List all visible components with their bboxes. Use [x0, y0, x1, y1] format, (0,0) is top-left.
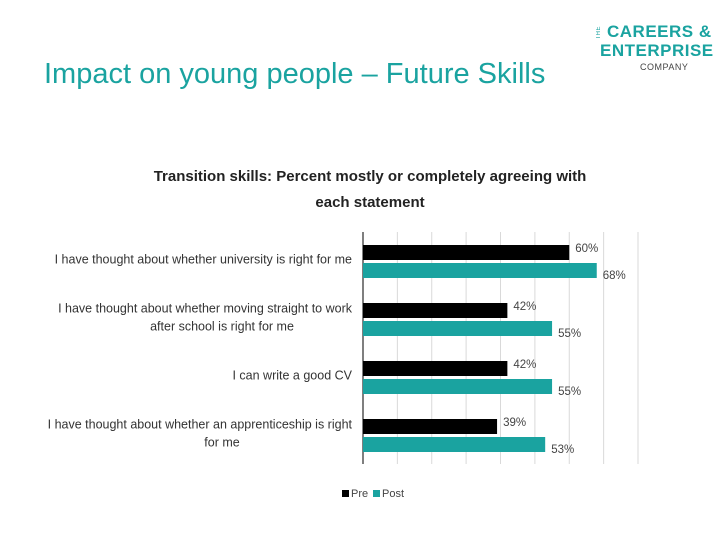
category-label: I have thought about whether university …: [55, 252, 352, 266]
category-label: after school is right for me: [150, 319, 294, 333]
bar-post: [363, 321, 553, 336]
logo-line-3: COMPANY: [640, 62, 689, 72]
data-label: 68%: [603, 270, 626, 282]
category-label: I have thought about whether moving stra…: [58, 301, 353, 315]
data-label: 55%: [558, 386, 581, 398]
bar-pre: [363, 245, 570, 260]
legend-label: Pre: [351, 488, 368, 500]
bar-post: [363, 379, 553, 394]
legend-label: Post: [382, 488, 404, 500]
chart-title: Transition skills: Percent mostly or com…: [153, 168, 587, 211]
bar-post: [363, 263, 597, 278]
data-label: 39%: [503, 417, 526, 429]
bar-pre: [363, 303, 508, 318]
legend-swatch: [373, 490, 380, 497]
category-label: I have thought about whether an apprenti…: [48, 417, 353, 431]
bar-pre: [363, 419, 498, 434]
bar-pre: [363, 361, 508, 376]
data-label: 42%: [513, 301, 536, 313]
legend-swatch: [342, 490, 349, 497]
category-label: for me: [204, 435, 239, 449]
data-label: 53%: [551, 444, 574, 456]
data-label: 60%: [575, 243, 598, 255]
data-label: 55%: [558, 328, 581, 340]
careers-enterprise-logo: THE CAREERS & ENTERPRISE COMPANY: [596, 22, 713, 78]
logo-line-2: ENTERPRISE: [600, 41, 714, 60]
slide-title: Impact on young people – Future Skills: [44, 58, 546, 90]
logo-line-1: CAREERS &: [607, 22, 712, 41]
category-label: I can write a good CV: [232, 368, 352, 382]
data-label: 42%: [513, 359, 536, 371]
bar-post: [363, 437, 546, 452]
